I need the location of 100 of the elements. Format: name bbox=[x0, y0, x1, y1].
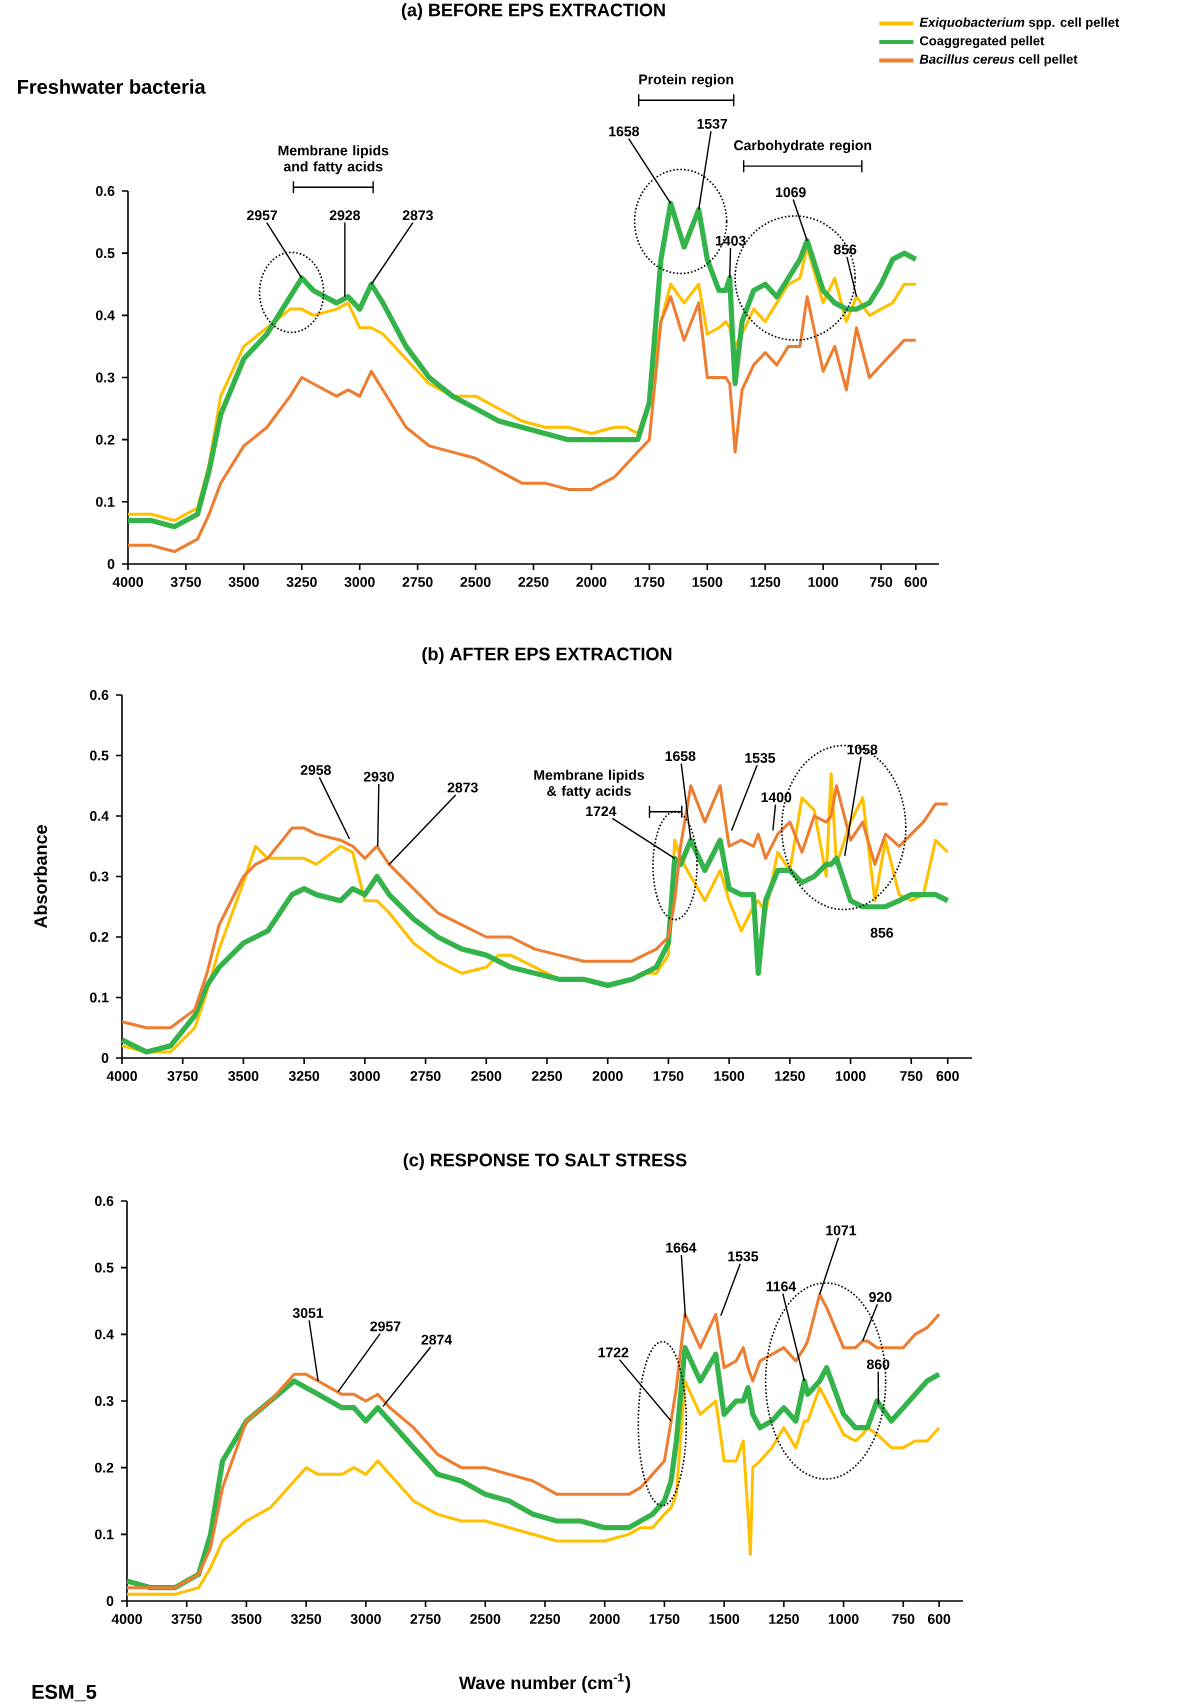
y-tick-label: 0.4 bbox=[95, 1329, 114, 1340]
text: Protein region bbox=[639, 74, 734, 88]
x-tick-label: 600 bbox=[936, 1071, 959, 1081]
text: Carbohydrate region bbox=[734, 139, 872, 154]
y-tick-label: 0 bbox=[106, 1596, 114, 1606]
x-tick-label: 750 bbox=[892, 1614, 915, 1624]
annotation: 1403 bbox=[715, 235, 746, 246]
x-tick-label: 1500 bbox=[714, 1071, 745, 1081]
annotation: 1058 bbox=[847, 744, 878, 755]
x-tick-label: 2000 bbox=[589, 1614, 620, 1624]
annotation: 2873 bbox=[402, 210, 433, 221]
x-tick-label: 600 bbox=[904, 577, 927, 587]
legend-label: Exiquobacterium spp. cell pellet bbox=[919, 17, 1120, 30]
text: Membrane lipids and fatty acids bbox=[278, 145, 389, 175]
annotation: 1658 bbox=[665, 751, 696, 762]
x-tick-label: 4000 bbox=[112, 577, 143, 587]
annotation: 856 bbox=[833, 244, 857, 255]
annotation: 860 bbox=[866, 1359, 890, 1370]
annotation: 2957 bbox=[370, 1321, 401, 1332]
x-tick-label: 1500 bbox=[709, 1614, 740, 1624]
x-tick-label: 2250 bbox=[518, 577, 549, 587]
x-tick-label: 3250 bbox=[288, 1071, 320, 1081]
x-tick-label: 1000 bbox=[828, 1614, 859, 1624]
x-tick-label: 4000 bbox=[106, 1071, 137, 1081]
x-tick-label: 3250 bbox=[290, 1614, 322, 1624]
x-tick-label: 3250 bbox=[286, 577, 317, 587]
y-tick-label: 0.1 bbox=[95, 1529, 114, 1540]
x-tick-label: 1250 bbox=[750, 577, 781, 587]
y-tick-label: 0.6 bbox=[95, 1196, 114, 1206]
x-tick-label: 2250 bbox=[529, 1614, 560, 1624]
y-tick-label: 0.6 bbox=[96, 186, 115, 196]
y-tick-label: 0.2 bbox=[96, 434, 115, 445]
x-tick-label: 1250 bbox=[769, 1614, 799, 1624]
x-tick-label: 3750 bbox=[170, 577, 201, 587]
annotation: 1535 bbox=[728, 1251, 759, 1262]
y-tick-label: 0.2 bbox=[90, 932, 109, 942]
x-tick-label: 750 bbox=[869, 577, 893, 587]
y-tick-label: 0.1 bbox=[96, 496, 115, 507]
y-tick-label: 0 bbox=[107, 559, 115, 569]
y-tick-label: 0.1 bbox=[90, 992, 109, 1003]
y-tick-label: 0.4 bbox=[96, 310, 115, 321]
x-tick-label: 2750 bbox=[410, 1071, 441, 1081]
x-tick-label: 4000 bbox=[111, 1614, 142, 1624]
x-tick-label: 1250 bbox=[775, 1071, 805, 1081]
annotation: 1069 bbox=[776, 187, 806, 198]
annotation: 1722 bbox=[598, 1347, 629, 1358]
legend-label: Coaggregated pellet bbox=[919, 35, 1045, 48]
x-tick-label: 750 bbox=[900, 1071, 923, 1081]
annotation: 1400 bbox=[761, 792, 792, 803]
text: Freshwater bacteria bbox=[18, 79, 206, 94]
x-axis-title: Wave number (cm$^{-1}$) bbox=[459, 1673, 631, 1693]
annotation: 856 bbox=[870, 927, 894, 938]
legend-label: Bacillus cereus cell pellet bbox=[919, 54, 1078, 67]
annotation: 1535 bbox=[745, 752, 776, 763]
x-tick-label: 2000 bbox=[592, 1071, 623, 1081]
x-tick-label: 3500 bbox=[228, 1071, 259, 1081]
x-tick-label: 1500 bbox=[692, 577, 723, 587]
annotation: 1164 bbox=[766, 1281, 797, 1292]
x-tick-label: 3500 bbox=[228, 577, 259, 587]
x-tick-label: 3750 bbox=[167, 1071, 198, 1081]
x-tick-label: 1000 bbox=[808, 577, 839, 587]
annotation: Membrane lipids & fatty acids bbox=[534, 769, 645, 799]
annotation: 1071 bbox=[826, 1225, 857, 1236]
annotation: 1724 bbox=[586, 806, 617, 817]
x-tick-label: 2500 bbox=[471, 1071, 502, 1081]
x-tick-label: 1750 bbox=[649, 1614, 680, 1624]
y-tick-label: 0.3 bbox=[95, 1396, 114, 1406]
x-tick-label: 3000 bbox=[344, 577, 375, 587]
y-tick-label: 0 bbox=[101, 1053, 109, 1063]
y-tick-label: 0.2 bbox=[95, 1462, 114, 1473]
y-tick-label: 0.5 bbox=[90, 750, 109, 761]
x-tick-label: 1750 bbox=[634, 577, 665, 587]
annotation: 2873 bbox=[447, 782, 478, 793]
x-tick-label: 1750 bbox=[653, 1071, 684, 1081]
x-tick-label: 3750 bbox=[171, 1614, 202, 1624]
y-axis-title: Absorbance bbox=[33, 825, 48, 929]
chart-title: (c) RESPONSE TO SALT STRESS bbox=[403, 1153, 687, 1170]
chart-title: (b) AFTER EPS EXTRACTION bbox=[422, 647, 672, 664]
annotation: 1664 bbox=[666, 1242, 697, 1253]
y-tick-label: 0.4 bbox=[90, 811, 109, 821]
annotation: 3051 bbox=[292, 1308, 324, 1318]
x-tick-label: 600 bbox=[927, 1614, 951, 1624]
y-tick-label: 0.6 bbox=[90, 690, 109, 700]
annotation: 920 bbox=[869, 1292, 892, 1302]
x-tick-label: 2000 bbox=[576, 577, 607, 587]
y-tick-label: 0.5 bbox=[96, 248, 115, 259]
x-tick-label: 2250 bbox=[531, 1071, 562, 1081]
annotation: 2958 bbox=[300, 765, 331, 775]
y-tick-label: 0.5 bbox=[95, 1262, 114, 1273]
text: ESM_5 bbox=[32, 1684, 97, 1702]
annotation: 1658 bbox=[609, 126, 639, 137]
x-tick-label: 2750 bbox=[402, 577, 433, 587]
annotation: 2957 bbox=[247, 210, 278, 221]
annotation: 1537 bbox=[697, 118, 728, 129]
annotation: 2930 bbox=[363, 771, 394, 782]
annotation: 2874 bbox=[421, 1334, 453, 1345]
y-tick-label: 0.3 bbox=[96, 372, 115, 383]
chart-title: (a) BEFORE EPS EXTRACTION bbox=[401, 3, 665, 20]
x-tick-label: 3500 bbox=[231, 1614, 262, 1624]
x-tick-label: 3000 bbox=[350, 1614, 381, 1624]
